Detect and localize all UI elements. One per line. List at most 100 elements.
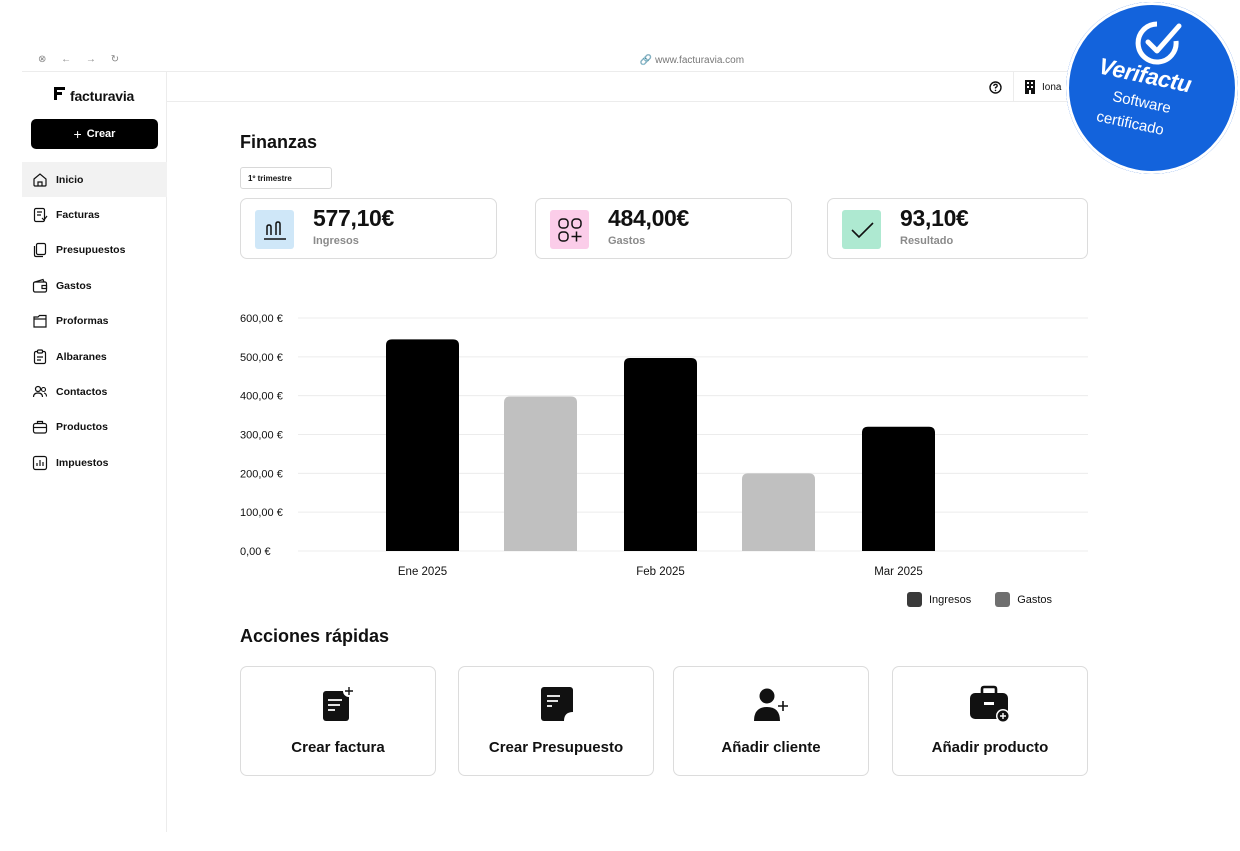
add-user-icon: [754, 688, 788, 721]
y-tick-label: 500,00 €: [240, 352, 283, 364]
quick-action-label: Añadir producto: [931, 739, 1049, 756]
sidebar: facturavia + Crear Inicio Facturas Presupu…: [22, 72, 167, 832]
help-icon: [989, 80, 1002, 94]
stat-label: Resultado: [900, 235, 954, 247]
bar-gastos-0[interactable]: [504, 396, 577, 551]
address-bar[interactable]: 🔗 www.facturavia.com: [639, 55, 745, 66]
quick-action-create-quote[interactable]: Crear Presupuesto: [458, 666, 654, 776]
sidebar-item-label: Contactos: [56, 386, 108, 399]
stat-value: 577,10€: [313, 205, 395, 231]
stat-value: 484,00€: [608, 205, 690, 231]
invoice-icon: [33, 207, 48, 223]
legend-label: Gastos: [1017, 593, 1053, 606]
y-tick-label: 0,00 €: [240, 546, 271, 558]
sidebar-item-label: Productos: [56, 421, 108, 434]
quick-action-icon-box: [968, 685, 1012, 723]
sidebar-item-gastos[interactable]: Gastos: [22, 268, 167, 303]
stat-icon-box: [255, 210, 294, 249]
sidebar-item-label: Proformas: [56, 315, 109, 328]
sidebar-item-label: Albaranes: [56, 350, 107, 363]
sidebar-item-productos[interactable]: Productos: [22, 410, 167, 445]
quick-action-icon-box: [752, 685, 790, 723]
bar-gastos-1[interactable]: [742, 473, 815, 551]
organization-switcher[interactable]: Iona: [1014, 80, 1061, 94]
apps-add-icon: [557, 217, 582, 242]
x-tick-label: Feb 2025: [636, 566, 685, 578]
sidebar-item-proformas[interactable]: Proformas: [22, 304, 167, 339]
new-quote-icon: [541, 687, 573, 721]
users-icon: [32, 385, 48, 398]
y-tick-label: 300,00 €: [240, 430, 283, 442]
quick-action-label: Añadir cliente: [721, 739, 821, 756]
url-text: www.facturavia.com: [655, 55, 745, 66]
sidebar-item-impuestos[interactable]: Impuestos: [22, 445, 167, 480]
quick-actions-title: Acciones rápidas: [240, 626, 390, 646]
stat-label: Ingresos: [313, 235, 359, 247]
sidebar-item-contactos[interactable]: Contactos: [22, 374, 167, 409]
bar-ingresos-0[interactable]: [386, 339, 459, 551]
sidebar-item-presupuestos[interactable]: Presupuestos: [22, 233, 167, 268]
bar-ingresos-1[interactable]: [624, 357, 697, 551]
legend-swatch: [995, 592, 1011, 607]
header-actions: Iona: [978, 72, 1061, 102]
sidebar-item-inicio[interactable]: Inicio: [22, 162, 167, 198]
bar-ingresos-2[interactable]: [862, 426, 935, 551]
quick-action-icon-box: [538, 685, 574, 723]
legend-item-gastos[interactable]: Gastos: [995, 592, 1052, 607]
sidebar-item-facturas[interactable]: Facturas: [22, 197, 167, 232]
finance-bar-chart: 0,00 € 100,00 € 200,00 € 300,00 € 400,00 € 50…: [240, 313, 1088, 578]
quick-action-create-invoice[interactable]: Crear factura: [240, 666, 436, 776]
home-icon: [33, 172, 47, 187]
header-divider: [167, 101, 1102, 102]
help-button[interactable]: [978, 72, 1014, 102]
stat-card-gastos[interactable]: 484,00€ Gastos: [535, 198, 792, 259]
tax-chart-icon: [32, 455, 48, 470]
quick-action-label: Crear Presupuesto: [488, 739, 624, 756]
stat-icon-box: [550, 210, 589, 249]
building-icon: [1025, 80, 1035, 94]
new-invoice-icon: [323, 685, 355, 721]
y-tick-label: 400,00 €: [240, 391, 283, 403]
sidebar-item-label: Facturas: [56, 209, 100, 222]
sidebar-item-label: Gastos: [56, 279, 92, 292]
create-button-label: Crear: [86, 128, 116, 140]
sidebar-item-albaranes[interactable]: Albaranes: [22, 339, 167, 374]
logo-text: facturavia: [70, 87, 135, 104]
clipboard-icon: [33, 349, 47, 364]
stat-card-ingresos[interactable]: 577,10€ Ingresos: [240, 198, 497, 259]
sidebar-item-label: Inicio: [56, 173, 84, 186]
y-tick-label: 100,00 €: [240, 507, 283, 519]
browser-bar: ⊗ ← → ↻ 🔗 www.facturavia.com: [22, 50, 1102, 72]
wallet-icon: [32, 278, 48, 293]
quick-action-add-product[interactable]: Añadir producto: [892, 666, 1088, 776]
add-product-icon: [970, 685, 1010, 723]
y-tick-label: 600,00 €: [240, 313, 283, 325]
briefcase-icon: [32, 421, 48, 435]
x-tick-label: Ene 2025: [398, 566, 447, 578]
quick-action-label: Crear factura: [291, 739, 385, 756]
plus-icon: +: [73, 126, 82, 142]
quick-action-add-client[interactable]: Añadir cliente: [673, 666, 869, 776]
chart-legend: Ingresos Gastos: [907, 592, 1076, 607]
x-tick-label: Mar 2025: [874, 566, 923, 578]
y-tick-label: 200,00 €: [240, 468, 283, 480]
browser-controls[interactable]: ⊗ ← → ↻: [38, 54, 126, 65]
logo[interactable]: facturavia: [54, 87, 134, 104]
logo-mark-icon: [54, 87, 66, 104]
stat-icon-box: [842, 210, 881, 249]
folder-icon: [33, 315, 47, 328]
legend-swatch: [907, 592, 922, 607]
sidebar-nav: Inicio Facturas Presupuestos Gastos Proforma…: [22, 162, 167, 481]
verified-check-icon: [1135, 21, 1182, 65]
verifactu-badge: Verifactu Software certificado: [1066, 2, 1238, 174]
page-title: Finanzas: [240, 132, 318, 152]
sidebar-item-label: Presupuestos: [56, 244, 126, 257]
stat-label: Gastos: [608, 235, 646, 247]
period-select[interactable]: 1º trimestre: [240, 167, 332, 189]
legend-label: Ingresos: [929, 593, 972, 606]
legend-item-ingresos[interactable]: Ingresos: [907, 592, 971, 607]
create-button[interactable]: + Crear: [31, 119, 158, 149]
stat-card-resultado[interactable]: 93,10€ Resultado: [827, 198, 1088, 259]
income-chart-icon: [263, 220, 286, 240]
check-icon: [850, 221, 874, 238]
